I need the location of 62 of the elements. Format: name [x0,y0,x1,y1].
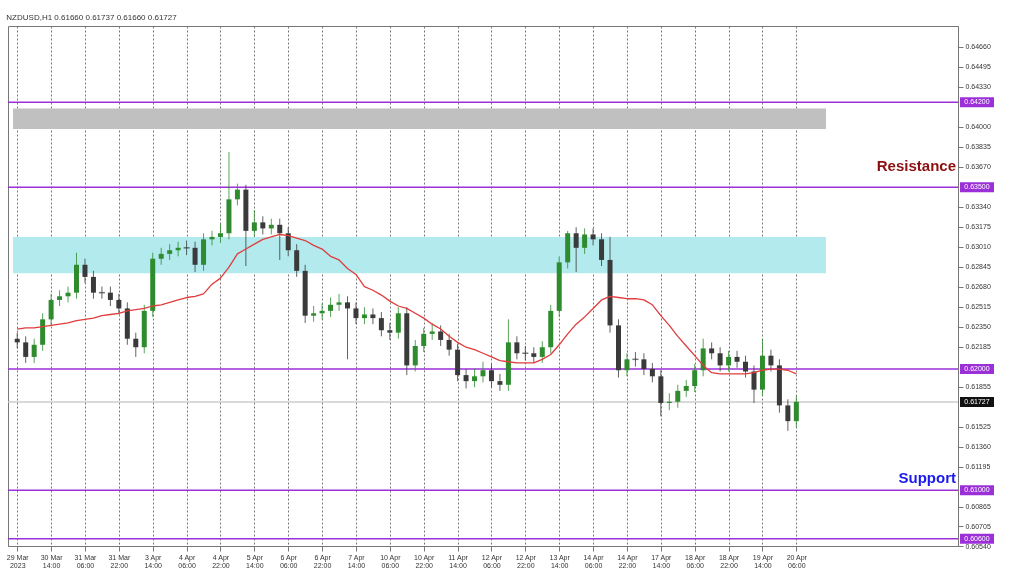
candlestick [446,333,452,357]
candlestick [726,350,732,372]
candlestick [116,293,122,315]
candlestick [361,306,367,325]
candlestick [599,232,605,267]
candlestick [387,322,393,341]
candlestick [743,355,749,378]
candlestick [107,286,113,307]
candlestick [260,215,266,235]
candlestick [183,240,190,256]
candlestick [488,363,494,388]
candlestick [624,352,630,377]
candlestick [649,362,655,383]
candlestick [785,398,791,432]
candlestick [472,368,478,388]
candlestick [768,349,774,372]
candlestick [514,335,520,360]
candlestick [692,363,698,393]
candlestick [700,338,706,377]
candlestick [793,395,799,428]
candlestick [463,368,469,389]
candlestick [57,289,63,307]
candlestick [328,297,334,318]
candlestick [311,305,317,323]
candlestick [717,346,723,372]
candlestick [412,339,418,372]
candlestick [378,311,384,337]
candlestick [82,258,88,284]
candlestick [421,327,427,353]
candlestick [582,228,588,255]
candlestick [480,361,486,383]
candlestick [217,223,223,244]
candlestick [353,301,359,325]
candlestick [395,306,401,340]
candlestick [31,338,37,364]
candlestick [438,324,444,347]
candlestick [23,335,29,364]
candlestick [751,364,757,404]
annotation: Resistance [876,157,956,175]
candlestick [133,332,139,358]
candlestick [641,352,647,376]
candlestick [675,384,681,409]
candlestick [192,241,198,273]
candlestick [734,350,740,369]
candlestick [539,340,545,364]
candlestick [370,308,376,325]
candlestick [497,373,503,392]
candlestick [277,218,283,261]
candlestick [285,226,291,257]
candlestick [90,270,96,300]
candlestick [294,243,300,278]
candlestick [573,226,579,273]
candlestick [345,295,350,360]
candlestick [336,293,342,312]
candlestick [234,183,240,206]
candlestick [429,322,435,341]
candlestick [167,243,173,261]
candlestick [590,228,596,246]
chart-title: NZDUSD,H1 0.61660 0.61737 0.61660 0.61727 [6,13,178,22]
candlestick [48,293,54,326]
candlestick [251,209,257,238]
annotation: Support [898,469,956,487]
